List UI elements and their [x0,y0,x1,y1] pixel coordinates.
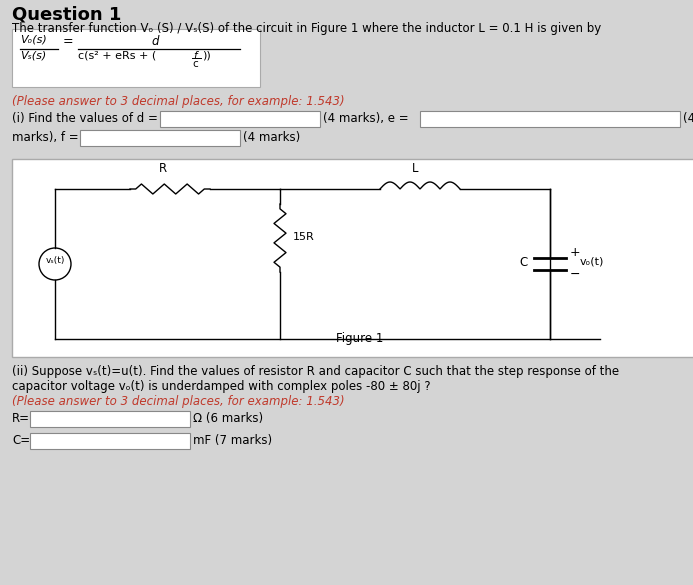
Text: +: + [570,246,581,259]
Text: R=: R= [12,412,30,425]
Text: L: L [412,162,419,175]
Text: vₒ(t): vₒ(t) [580,257,604,267]
Text: Vₒ(s): Vₒ(s) [20,35,46,45]
Text: marks), f =: marks), f = [12,131,78,144]
Text: f: f [193,51,197,61]
Text: c(s² + eRs + (: c(s² + eRs + ( [78,51,156,61]
FancyBboxPatch shape [12,29,260,87]
FancyBboxPatch shape [12,159,693,357]
Text: mF (7 marks): mF (7 marks) [193,434,272,447]
Text: (i) Find the values of d =: (i) Find the values of d = [12,112,158,125]
Text: )): )) [202,51,211,61]
Text: R: R [159,162,167,175]
Text: (ii) Suppose vₛ(t)=u(t). Find the values of resistor R and capacitor C such that: (ii) Suppose vₛ(t)=u(t). Find the values… [12,365,619,378]
Text: (4 marks): (4 marks) [243,131,300,144]
Text: 15R: 15R [293,232,315,242]
FancyBboxPatch shape [30,411,190,427]
Text: Question 1: Question 1 [12,5,121,23]
Text: (Please answer to 3 decimal places, for example: 1.543): (Please answer to 3 decimal places, for … [12,395,344,408]
Text: d: d [151,35,159,48]
Text: −: − [570,267,581,280]
Text: The transfer function Vₒ (S) / Vₛ(S) of the circuit in Figure 1 where the induct: The transfer function Vₒ (S) / Vₛ(S) of … [12,22,602,35]
FancyBboxPatch shape [420,111,680,127]
Text: capacitor voltage vₒ(t) is underdamped with complex poles -80 ± 80j ?: capacitor voltage vₒ(t) is underdamped w… [12,380,430,393]
FancyBboxPatch shape [160,111,320,127]
Text: C: C [520,256,528,269]
Text: Figure 1: Figure 1 [336,332,383,345]
Text: C=: C= [12,434,30,447]
Text: (4: (4 [683,112,693,125]
Text: (4 marks), e =: (4 marks), e = [323,112,409,125]
Text: =: = [63,36,73,49]
Text: Vₛ(s): Vₛ(s) [20,51,46,61]
FancyBboxPatch shape [80,130,240,146]
FancyBboxPatch shape [30,433,190,449]
Text: c: c [192,59,198,69]
Text: Ω (6 marks): Ω (6 marks) [193,412,263,425]
Text: (Please answer to 3 decimal places, for example: 1.543): (Please answer to 3 decimal places, for … [12,95,344,108]
Text: vₛ(t): vₛ(t) [45,256,64,266]
